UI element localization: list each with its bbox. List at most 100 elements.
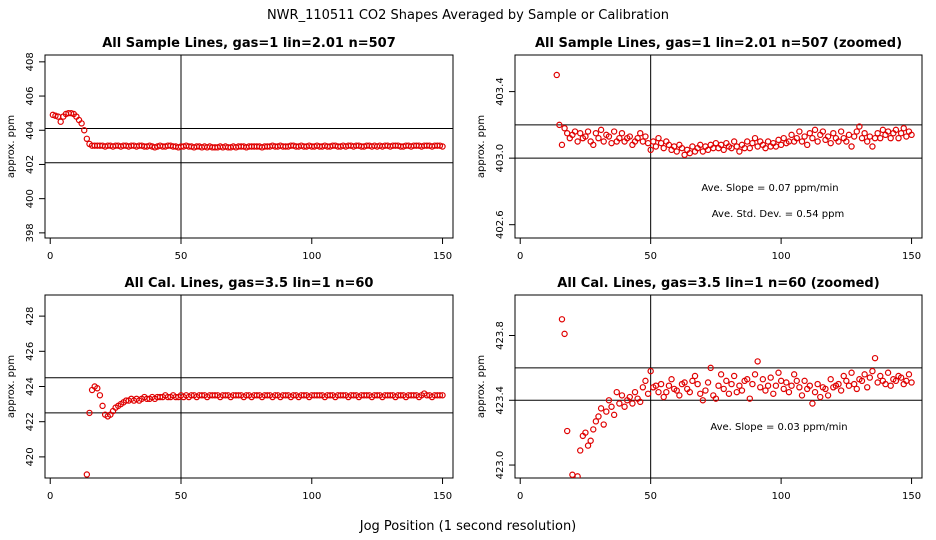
data-point xyxy=(595,413,602,420)
data-point xyxy=(730,372,738,380)
data-point xyxy=(853,128,860,135)
data-point xyxy=(733,388,740,396)
data-point xyxy=(94,385,101,392)
data-point xyxy=(436,392,444,399)
data-point xyxy=(767,374,774,381)
panels: All Sample Lines, gas=1 lin=2.01 n=507 0 5… xyxy=(6,36,923,502)
panel-title: All Sample Lines, gas=1 lin=2.01 n=507 (… xyxy=(535,36,902,51)
data-point xyxy=(681,151,688,159)
data-point xyxy=(830,129,837,137)
data-point xyxy=(796,384,803,391)
data-point xyxy=(600,421,607,428)
data-point xyxy=(814,138,821,145)
data-point xyxy=(866,374,874,381)
plot-frame xyxy=(44,54,454,239)
data-point xyxy=(777,141,785,149)
panel-title: All Sample Lines, gas=1 lin=2.01 n=507 xyxy=(102,36,396,51)
data-point xyxy=(657,139,665,147)
y-axis-label: approx. ppm xyxy=(6,355,17,418)
plot-frame xyxy=(514,54,923,239)
data-point xyxy=(699,148,707,155)
figure-title: NWR_110511 CO2 Shapes Averaged by Sample… xyxy=(267,8,669,23)
y-axis-label: approx. ppm xyxy=(6,115,17,178)
y-tick-label: 422 xyxy=(25,412,36,431)
data-point xyxy=(563,129,571,137)
x-tick-label: 0 xyxy=(517,491,523,502)
data-point xyxy=(871,354,879,362)
chart-panel-4: All Cal. Lines, gas=3.5 lin=1 n=60 (zoom… xyxy=(476,276,923,502)
data-point xyxy=(900,124,907,132)
data-point xyxy=(877,372,884,380)
data-point xyxy=(673,387,680,394)
data-point xyxy=(793,134,800,142)
data-points xyxy=(553,71,915,159)
data-point xyxy=(644,390,652,397)
y-tick-label: 428 xyxy=(25,307,36,326)
data-point xyxy=(879,126,887,134)
data-point xyxy=(908,379,915,386)
data-point xyxy=(793,377,800,385)
data-point xyxy=(577,447,584,454)
data-point xyxy=(558,141,566,149)
data-point xyxy=(665,382,673,389)
data-point xyxy=(754,143,761,150)
data-point xyxy=(584,442,592,449)
data-point xyxy=(587,437,594,444)
data-point xyxy=(563,427,571,435)
figure-x-axis-label: Jog Position (1 second resolution) xyxy=(359,519,577,534)
data-point xyxy=(642,377,649,385)
data-point xyxy=(86,409,93,417)
data-point xyxy=(835,380,842,388)
data-point xyxy=(626,133,633,140)
data-point xyxy=(574,473,581,478)
data-point xyxy=(817,393,824,401)
data-point xyxy=(717,371,725,378)
data-point xyxy=(723,377,730,385)
data-point xyxy=(827,376,834,383)
x-tick-label: 0 xyxy=(517,251,523,262)
data-point xyxy=(553,71,560,79)
data-point xyxy=(595,134,602,142)
data-point xyxy=(874,129,881,137)
data-point xyxy=(775,136,782,144)
y-tick-label: 423.8 xyxy=(495,321,506,350)
data-point xyxy=(99,402,106,410)
data-point xyxy=(850,380,858,388)
data-point xyxy=(783,379,790,386)
data-point xyxy=(798,392,806,399)
data-point xyxy=(621,403,628,410)
data-point xyxy=(592,129,600,137)
data-point xyxy=(663,388,670,396)
data-point xyxy=(639,138,647,145)
data-point xyxy=(597,405,605,412)
data-point xyxy=(790,371,798,378)
y-tick-label: 402.6 xyxy=(495,210,506,239)
data-point xyxy=(720,385,727,393)
data-point xyxy=(749,139,756,147)
data-point xyxy=(866,133,874,140)
data-point xyxy=(764,138,772,145)
data-point xyxy=(582,133,589,140)
chart-panel-3: All Cal. Lines, gas=3.5 lin=1 n=60 0 50 100… xyxy=(6,276,454,502)
data-point xyxy=(712,395,720,402)
data-point xyxy=(694,380,701,388)
x-tick-label: 150 xyxy=(902,491,921,502)
data-point xyxy=(897,374,905,381)
data-point xyxy=(610,411,618,419)
data-point xyxy=(858,377,866,385)
data-point xyxy=(905,371,913,378)
data-point xyxy=(647,146,654,154)
data-point xyxy=(840,372,847,380)
data-points xyxy=(83,383,446,478)
chart-panel-2: All Sample Lines, gas=1 lin=2.01 n=507 (… xyxy=(476,36,923,262)
data-point xyxy=(853,385,860,393)
data-point xyxy=(908,131,915,139)
data-point xyxy=(582,429,589,436)
data-point xyxy=(725,390,733,397)
data-point xyxy=(754,358,761,365)
data-point xyxy=(81,127,88,134)
data-point xyxy=(858,134,866,142)
data-point xyxy=(806,382,814,389)
data-point xyxy=(712,139,720,147)
